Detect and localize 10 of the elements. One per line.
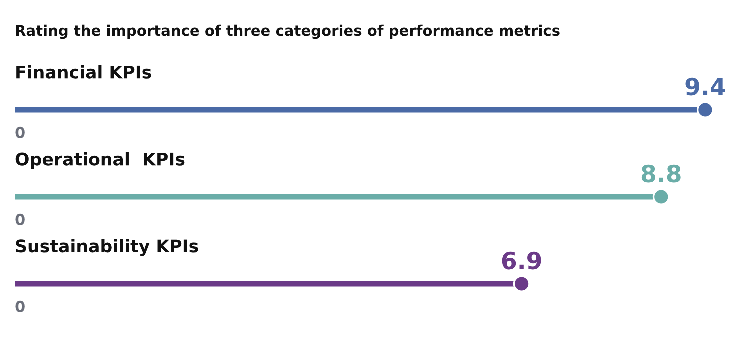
text: 0 <box>16 214 25 226</box>
data-label: 9.4 <box>686 78 726 96</box>
y-tick-label: Financial KPIs <box>16 65 152 79</box>
data-label: 8.8 <box>642 164 681 183</box>
y-tick-label: Sustainability KPIs <box>16 239 198 256</box>
y-tick-label: Operational KPIs <box>16 152 185 170</box>
text: Rating the importance of three categories of performance metrics <box>16 24 560 40</box>
text: 0 <box>16 126 25 138</box>
data-label: 6.9 <box>502 252 542 270</box>
text: 0 <box>16 300 25 312</box>
